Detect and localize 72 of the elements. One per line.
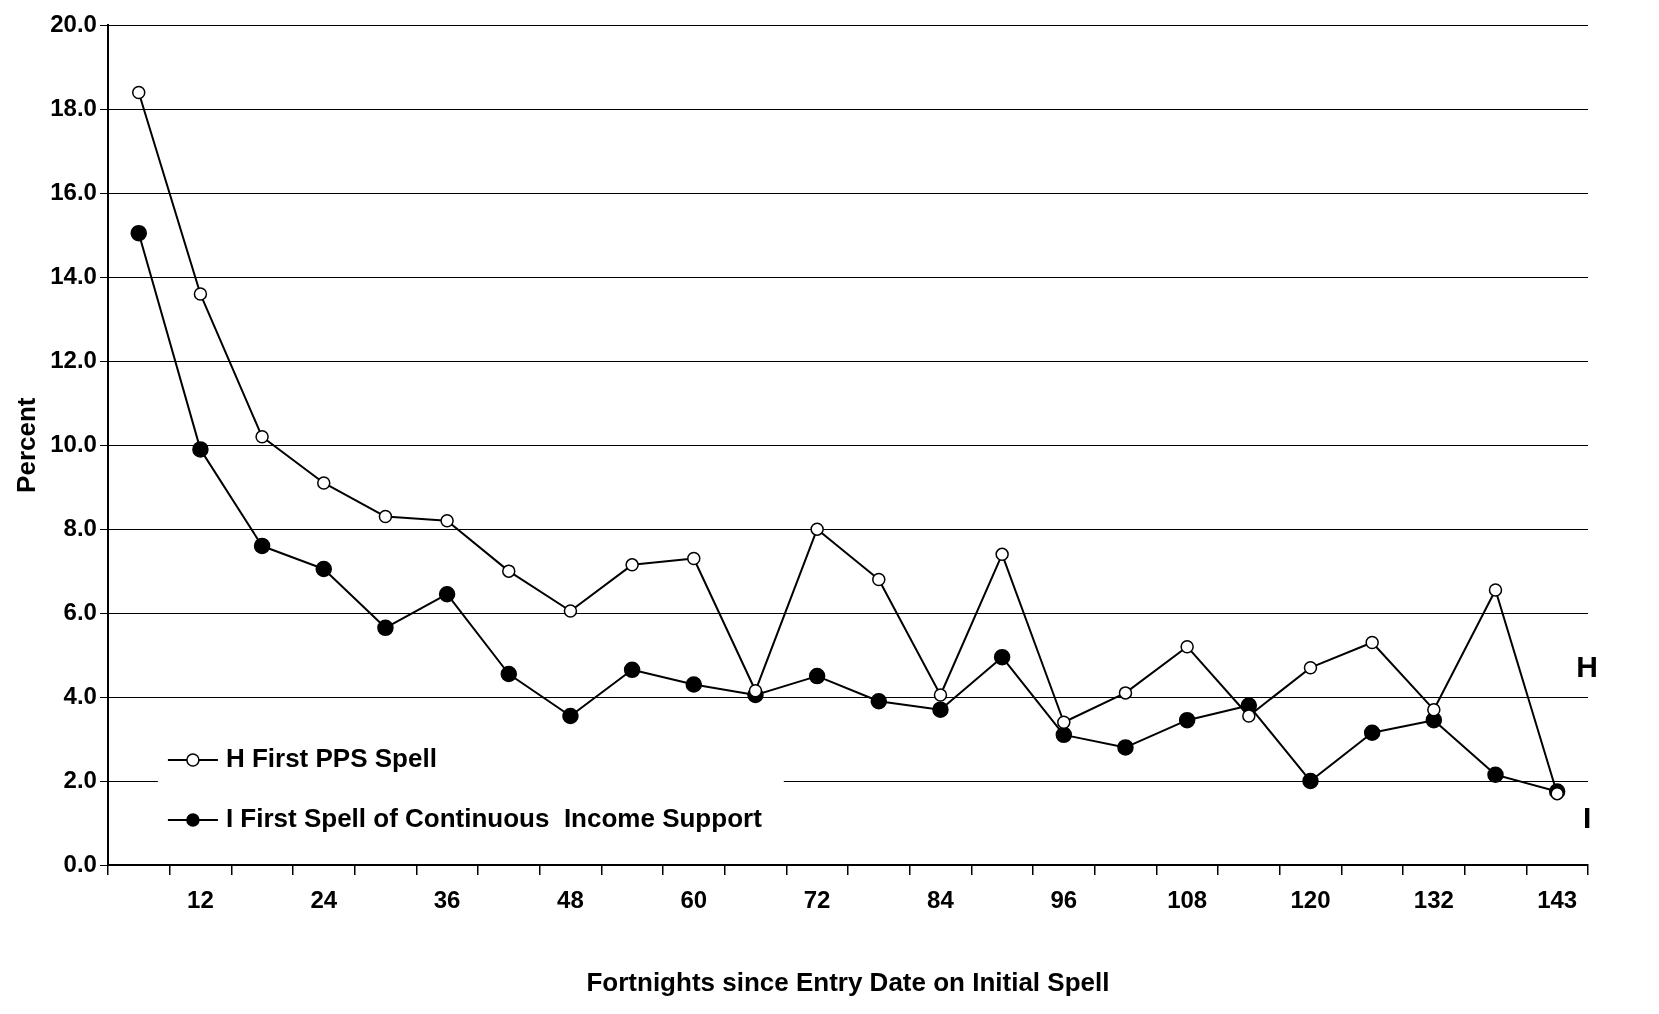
point [1303, 660, 1318, 675]
point [685, 676, 703, 693]
point [130, 224, 147, 242]
x-tick-label: 72 [803, 886, 831, 914]
point [1365, 635, 1379, 650]
y-tick-label: 8.0 [63, 513, 97, 541]
point [625, 558, 639, 572]
point [315, 560, 333, 578]
point [502, 564, 516, 578]
x-tick-label: 24 [310, 886, 338, 914]
point [192, 441, 209, 458]
x-tick-label: 108 [1167, 886, 1208, 914]
point [1302, 772, 1319, 790]
y-tick-label: 2.0 [63, 765, 97, 793]
point [1178, 711, 1196, 729]
point [993, 648, 1011, 666]
y-tick-label: 20.0 [50, 10, 97, 38]
point [317, 476, 331, 490]
point [132, 85, 146, 100]
point [1118, 686, 1133, 700]
point [1180, 639, 1194, 654]
point [377, 619, 394, 637]
point [810, 522, 824, 536]
point [440, 514, 454, 528]
x-axis-title: Fortnights since Entry Date on Initial Spell [586, 966, 1110, 997]
y-axis-title: Percent [10, 397, 41, 493]
point [378, 509, 393, 524]
legend-label: I First Spell of Continuous Income Support [225, 803, 763, 834]
x-tick-label: 48 [557, 886, 584, 914]
x-tick-label: 84 [927, 886, 955, 914]
y-tick-label: 12.0 [50, 345, 97, 373]
point [623, 661, 641, 679]
y-tick-label: 18.0 [50, 93, 97, 121]
x-tick-label: 36 [433, 886, 461, 914]
point [995, 547, 1009, 562]
point [1117, 739, 1134, 756]
point [1057, 715, 1071, 730]
point [1363, 724, 1381, 742]
x-tick-label: 96 [1050, 886, 1078, 914]
point [1488, 583, 1503, 597]
legend-label: H First PPS Spell [225, 743, 437, 774]
point [932, 701, 949, 718]
point [872, 572, 886, 587]
x-tick-label: 143 [1537, 886, 1578, 914]
point [253, 537, 271, 555]
point [1055, 726, 1073, 744]
point [255, 430, 269, 444]
point [808, 667, 826, 685]
point [563, 604, 578, 618]
y-tick-label: 6.0 [63, 597, 97, 625]
point [562, 707, 579, 725]
point [1242, 709, 1256, 723]
y-tick-label: 4.0 [63, 681, 97, 709]
point [687, 551, 701, 566]
x-tick-label: 60 [680, 886, 708, 914]
point [1487, 766, 1504, 783]
point [1427, 702, 1441, 717]
annotation: H [1576, 649, 1598, 683]
point [438, 585, 456, 603]
point [748, 684, 763, 698]
x-tick-label: 12 [187, 886, 214, 914]
y-tick-label: 0.0 [63, 849, 97, 877]
y-tick-label: 10.0 [50, 429, 97, 457]
point [870, 693, 888, 710]
annotation: I [1582, 800, 1592, 834]
y-tick-label: 14.0 [50, 261, 97, 289]
point [193, 287, 208, 301]
point [933, 688, 948, 702]
x-tick-label: 120 [1290, 886, 1331, 914]
x-tick-label: 132 [1413, 886, 1454, 914]
y-tick-label: 16.0 [50, 177, 97, 205]
point [500, 665, 518, 683]
